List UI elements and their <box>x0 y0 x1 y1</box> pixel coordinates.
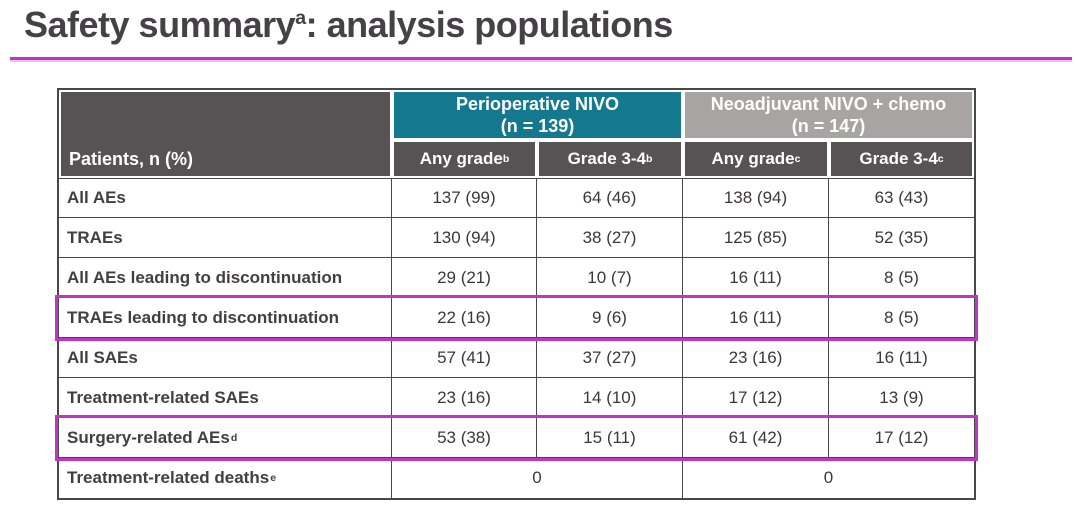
column-header-grade-3-4-periop: Grade 3-4 b <box>537 140 683 178</box>
data-cell: 8 (5) <box>829 298 974 338</box>
row-label: TRAEs leading to discontinuation <box>59 298 392 338</box>
column-header-any-grade-periop: Any grade b <box>392 140 537 178</box>
data-cell: 10 (7) <box>537 258 683 298</box>
data-cell: 57 (41) <box>392 338 537 378</box>
data-cell: 138 (94) <box>683 178 829 218</box>
data-cell: 29 (21) <box>392 258 537 298</box>
data-cell: 16 (11) <box>829 338 974 378</box>
page-title-footnote-marker: a <box>295 7 306 29</box>
safety-table: Patients, n (%) Perioperative NIVO (n = … <box>55 88 978 500</box>
data-cell: 61 (42) <box>683 418 829 458</box>
row-label: Treatment-related SAEs <box>59 378 392 418</box>
row-label: Surgery-related AEs d <box>59 418 392 458</box>
data-cell: 52 (35) <box>829 218 974 258</box>
row-label: All SAEs <box>59 338 392 378</box>
data-cell: 23 (16) <box>683 338 829 378</box>
group-header-perioperative-nivo: Perioperative NIVO (n = 139) <box>392 90 683 140</box>
group-n: (n = 139) <box>500 116 575 136</box>
data-cell: 130 (94) <box>392 218 537 258</box>
group-name: Perioperative NIVO <box>455 93 620 114</box>
footnote-marker: e <box>270 472 277 484</box>
data-cell: 137 (99) <box>392 178 537 218</box>
data-cell: 125 (85) <box>683 218 829 258</box>
data-cell: 64 (46) <box>537 178 683 218</box>
data-cell: 13 (9) <box>829 378 974 418</box>
page-title-suffix: : analysis populations <box>305 4 674 45</box>
column-header-grade-3-4-neoadj: Grade 3-4 c <box>829 140 974 178</box>
safety-table-grid: Patients, n (%) Perioperative NIVO (n = … <box>59 90 974 498</box>
footnote-marker: c <box>794 153 801 165</box>
row-label: Treatment-related deaths e <box>59 458 392 498</box>
group-header-neoadjuvant-nivo-chemo: Neoadjuvant NIVO + chemo (n = 147) <box>683 90 974 140</box>
data-cell: 53 (38) <box>392 418 537 458</box>
data-cell: 23 (16) <box>392 378 537 418</box>
corner-header-label: Patients, n (%) <box>69 149 194 169</box>
corner-header-patients: Patients, n (%) <box>59 90 392 178</box>
row-label: All AEs leading to discontinuation <box>59 258 392 298</box>
footnote-marker: d <box>230 431 238 444</box>
data-cell: 8 (5) <box>829 258 974 298</box>
data-cell: 63 (43) <box>829 178 974 218</box>
footnote-marker: b <box>646 153 653 165</box>
group-name: Neoadjuvant NIVO + chemo <box>710 93 947 114</box>
data-cell-merged: 0 <box>392 458 683 498</box>
data-cell: 15 (11) <box>537 418 683 458</box>
data-cell: 22 (16) <box>392 298 537 338</box>
column-header-any-grade-neoadj: Any grade c <box>683 140 829 178</box>
row-label: All AEs <box>59 178 392 218</box>
page-title: Safety summarya: analysis populations <box>24 4 673 46</box>
data-cell: 38 (27) <box>537 218 683 258</box>
data-cell: 17 (12) <box>683 378 829 418</box>
footnote-marker: b <box>502 153 510 165</box>
data-cell: 16 (11) <box>683 298 829 338</box>
data-cell: 9 (6) <box>537 298 683 338</box>
data-cell: 37 (27) <box>537 338 683 378</box>
row-label: TRAEs <box>59 218 392 258</box>
data-cell-merged: 0 <box>683 458 974 498</box>
title-underline <box>10 57 1072 60</box>
page-title-text: Safety summary <box>24 4 296 45</box>
footnote-marker: c <box>937 153 944 165</box>
data-cell: 16 (11) <box>683 258 829 298</box>
group-n: (n = 147) <box>791 116 866 136</box>
data-cell: 17 (12) <box>829 418 974 458</box>
data-cell: 14 (10) <box>537 378 683 418</box>
